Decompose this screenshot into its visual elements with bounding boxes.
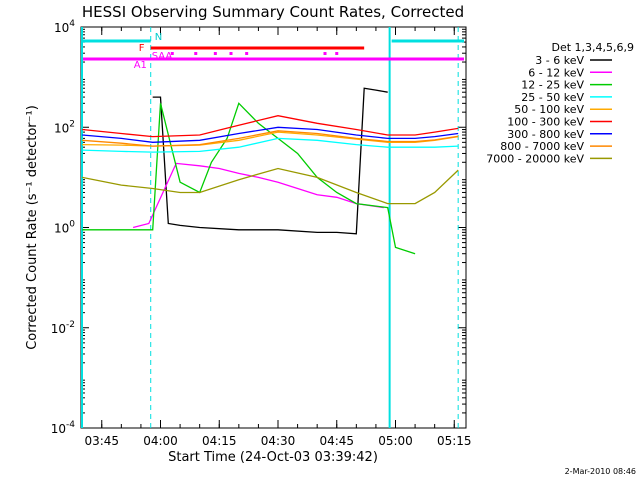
saa-flag-dot <box>245 52 249 55</box>
plot-frame <box>80 26 467 429</box>
flag-label-flare: F <box>139 43 145 54</box>
x-tick-label: 05:00 <box>378 434 413 448</box>
series-line-4 <box>82 131 459 147</box>
series-line-0 <box>152 87 388 235</box>
legend-entry-label: 6 - 12 keV <box>528 66 584 79</box>
y-tick-label: 100 <box>54 220 75 236</box>
series-line-5 <box>82 115 459 138</box>
saa-flag-dot <box>194 52 198 55</box>
saa-flag-dot <box>323 52 327 55</box>
legend-entry-label: 12 - 25 keV <box>521 79 584 92</box>
x-tick-label: 04:30 <box>261 434 296 448</box>
y-tick-label: 102 <box>54 119 75 135</box>
flag-label-saa: SAA <box>152 51 173 62</box>
y-tick-label: 10-2 <box>51 320 75 336</box>
legend-entry-label: 7000 - 20000 keV <box>486 152 584 165</box>
x-axis-label: Start Time (24-Oct-03 03:39:42) <box>168 450 378 465</box>
series-line-7 <box>82 130 459 147</box>
legend-entry-label: 3 - 6 keV <box>535 54 584 67</box>
saa-flag-dot <box>170 52 174 55</box>
series-line-6 <box>82 126 459 143</box>
y-axis-label: Corrected Count Rate (s⁻¹ detector⁻¹) <box>25 105 40 350</box>
saa-flag-dot <box>335 52 339 55</box>
legend-entry-label: 100 - 300 keV <box>507 116 584 129</box>
legend-entry-label: 25 - 50 keV <box>521 91 584 104</box>
x-tick-label: 05:15 <box>437 434 472 448</box>
flag-label-night: N <box>155 32 162 43</box>
flag-label-attenuator: A1 <box>134 60 147 71</box>
saa-flag-dot <box>213 52 217 55</box>
y-tick-label: 10-4 <box>51 420 76 436</box>
saa-flag-dot <box>229 52 233 55</box>
y-tick-label: 104 <box>54 19 75 35</box>
chart-title: HESSI Observing Summary Count Rates, Cor… <box>82 3 464 21</box>
series-line-3 <box>82 137 459 153</box>
legend-entry-label: 300 - 800 keV <box>507 128 584 141</box>
x-tick-label: 03:45 <box>84 434 119 448</box>
series-line-1 <box>132 162 384 229</box>
footer-date: 2-Mar-2010 08:46 <box>565 467 636 476</box>
series-line-8 <box>82 167 459 205</box>
legend-entry-label: 50 - 100 keV <box>514 103 584 116</box>
x-tick-label: 04:15 <box>202 434 237 448</box>
legend-title: Det 1,3,4,5,6,9 <box>551 41 634 54</box>
x-tick-label: 04:00 <box>143 434 178 448</box>
x-tick-label: 04:45 <box>319 434 354 448</box>
series-line-2 <box>82 102 416 255</box>
legend-entry-label: 800 - 7000 keV <box>500 140 584 153</box>
